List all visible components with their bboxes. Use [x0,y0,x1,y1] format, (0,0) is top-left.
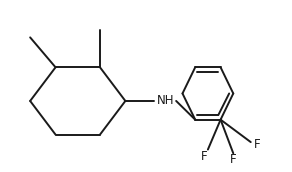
Text: F: F [254,138,260,151]
Text: F: F [201,150,207,163]
Text: NH: NH [157,94,175,106]
Text: F: F [230,153,237,166]
